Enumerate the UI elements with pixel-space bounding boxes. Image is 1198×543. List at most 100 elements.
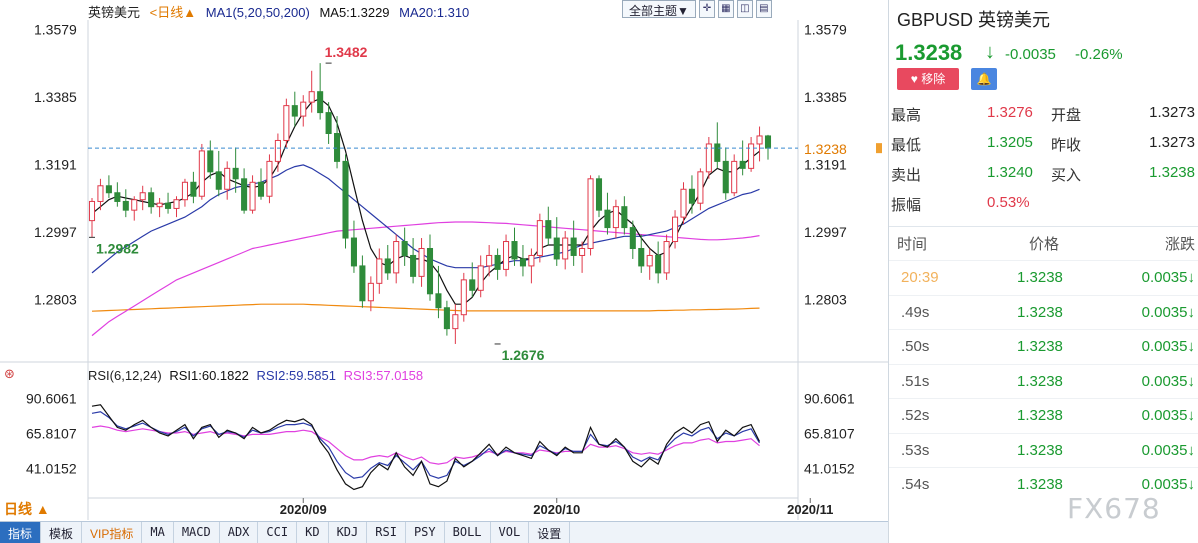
stat-label: 买入 xyxy=(1051,167,1082,184)
candle-body xyxy=(519,258,526,267)
split-icon[interactable]: ◫ xyxy=(736,0,753,18)
candle-body xyxy=(553,237,560,260)
tick-row: .49s 1.3238 0.0035↓ xyxy=(889,294,1198,329)
indicator-tab[interactable]: VOL xyxy=(491,522,530,543)
candle-body xyxy=(410,254,417,277)
tick-change: 0.0035↓ xyxy=(1141,303,1195,321)
settings-icon[interactable]: ⊛ xyxy=(4,366,15,381)
candle-body xyxy=(122,200,129,211)
price-chart-svg[interactable]: 1.3579 1.3385 1.3191 1.2997 1.2803 90.6061 65.… xyxy=(0,0,888,521)
indicator-tab[interactable]: PSY xyxy=(406,522,445,543)
indicator-tab[interactable]: 指标 xyxy=(0,522,42,543)
rsi-name[interactable]: RSI(6,12,24) xyxy=(88,368,162,383)
indicator-tab[interactable]: ADX xyxy=(220,522,259,543)
rsi2-label: RSI2:59.5851 xyxy=(256,368,336,383)
candle-body xyxy=(148,192,155,208)
indicator-tab[interactable]: 模板 xyxy=(41,522,83,543)
candle-body xyxy=(266,160,273,197)
candle-body xyxy=(452,314,459,330)
grid-icon[interactable]: ▦ xyxy=(717,0,734,18)
ma-label[interactable]: MA1(5,20,50,200) xyxy=(205,5,310,20)
candle-body xyxy=(224,167,231,190)
tick-row: .50s 1.3238 0.0035↓ xyxy=(889,329,1198,363)
rsi-tick-right: 41.0152 xyxy=(804,460,855,476)
rsi-tick-left: 41.0152 xyxy=(26,460,77,476)
candle-body xyxy=(503,241,510,270)
ma20-line xyxy=(91,164,760,274)
col-price: 价格 xyxy=(1029,236,1060,253)
candle-body xyxy=(680,188,687,218)
candle-body xyxy=(536,220,543,256)
candle-body xyxy=(443,307,450,330)
price-tick-right: 1.3191 xyxy=(804,157,847,173)
tick-row: 20:39 1.3238 0.0035↓ xyxy=(889,260,1198,294)
indicator-tab[interactable]: RSI xyxy=(367,522,406,543)
candle-body xyxy=(342,160,349,239)
bell-icon[interactable]: 🔔 xyxy=(971,68,997,90)
rsi-tick-left: 90.6061 xyxy=(26,390,77,406)
indicator-tab[interactable]: MA xyxy=(142,522,174,543)
tick-change: 0.0035↓ xyxy=(1141,407,1195,424)
tick-price: 1.3238 xyxy=(1017,372,1063,390)
stat-value: 1.3238 xyxy=(1149,164,1195,181)
indicator-tab[interactable]: KD xyxy=(297,522,329,543)
candle-body xyxy=(646,254,653,267)
stat-value: 1.3205 xyxy=(987,134,1033,151)
tick-price: 1.3238 xyxy=(1017,338,1063,355)
chart-toolbar: 全部主题▼ ✛ ▦ ◫ ▤ xyxy=(622,0,772,20)
candle-body xyxy=(97,185,104,202)
candle-body xyxy=(612,206,619,229)
candle-body xyxy=(426,247,434,295)
tick-table-header: 时间 价格 涨跌 xyxy=(889,226,1198,256)
stat-row: 最低 1.3205 昨收 1.3273 xyxy=(889,128,1198,158)
tick-row: .53s 1.3238 0.0035↓ xyxy=(889,432,1198,467)
candle-body xyxy=(688,188,695,204)
last-price-marker xyxy=(876,143,882,154)
indicator-tab[interactable]: CCI xyxy=(258,522,298,543)
rsi-header: RSI(6,12,24) RSI1:60.1822 RSI2:59.5851 R… xyxy=(88,368,427,383)
tick-price: 1.3238 xyxy=(1017,407,1063,424)
indicator-tab[interactable]: MACD xyxy=(174,522,220,543)
candle-body xyxy=(165,202,172,209)
x-tick-label: 2020/11 xyxy=(787,502,833,517)
candle-body xyxy=(190,181,197,197)
col-change: 涨跌 xyxy=(1164,236,1195,253)
candle-body xyxy=(756,135,763,145)
candle-body xyxy=(156,202,163,208)
theme-button[interactable]: 全部主题▼ xyxy=(622,0,696,18)
candle-body xyxy=(587,178,594,249)
indicator-tab[interactable]: 设置 xyxy=(529,522,571,543)
candle-body xyxy=(562,237,569,260)
annotation-label: 1.3482 xyxy=(325,44,368,60)
crosshair-icon[interactable]: ✛ xyxy=(698,0,715,18)
watermark: FX678 xyxy=(1067,492,1161,525)
price-tick-left: 1.2803 xyxy=(34,292,77,308)
tick-time: .52s xyxy=(901,407,930,424)
rsi-tick-right: 65.8107 xyxy=(804,425,855,441)
price-tick-left: 1.3385 xyxy=(34,89,77,105)
price-tick-right: 1.3579 xyxy=(804,21,847,37)
candle-body xyxy=(401,241,408,256)
indicator-tab[interactable]: VIP指标 xyxy=(82,522,143,543)
candle-body xyxy=(283,105,290,141)
candle-body xyxy=(655,254,662,274)
candle-body xyxy=(207,150,214,173)
stat-value: 1.3273 xyxy=(1149,104,1195,121)
chart-area[interactable]: 1.3579 1.3385 1.3191 1.2997 1.2803 90.6061 65.… xyxy=(0,0,888,543)
indicator-tab[interactable]: BOLL xyxy=(445,522,491,543)
down-arrow-icon: ↓ xyxy=(985,41,995,63)
layout-icon[interactable]: ▤ xyxy=(755,0,772,18)
period-tag[interactable]: <日线▲ xyxy=(149,5,197,20)
remove-favorite-button[interactable]: ♥ 移除 xyxy=(897,68,959,90)
rsi1-label: RSI1:60.1822 xyxy=(169,368,249,383)
period-selector[interactable]: 日线 ▲ xyxy=(4,501,50,517)
ma20-label: MA20:1.310 xyxy=(399,5,470,20)
symbol-label: 英镑美元 xyxy=(88,5,141,20)
candle-body xyxy=(249,181,256,211)
quote-title: GBPUSD 英镑美元 xyxy=(897,10,1051,30)
price-tick-right: 1.3385 xyxy=(804,89,847,105)
candle-body xyxy=(215,171,222,190)
indicator-tab[interactable]: KDJ xyxy=(329,522,368,543)
candle-body xyxy=(317,91,324,114)
candle-body xyxy=(469,279,476,291)
